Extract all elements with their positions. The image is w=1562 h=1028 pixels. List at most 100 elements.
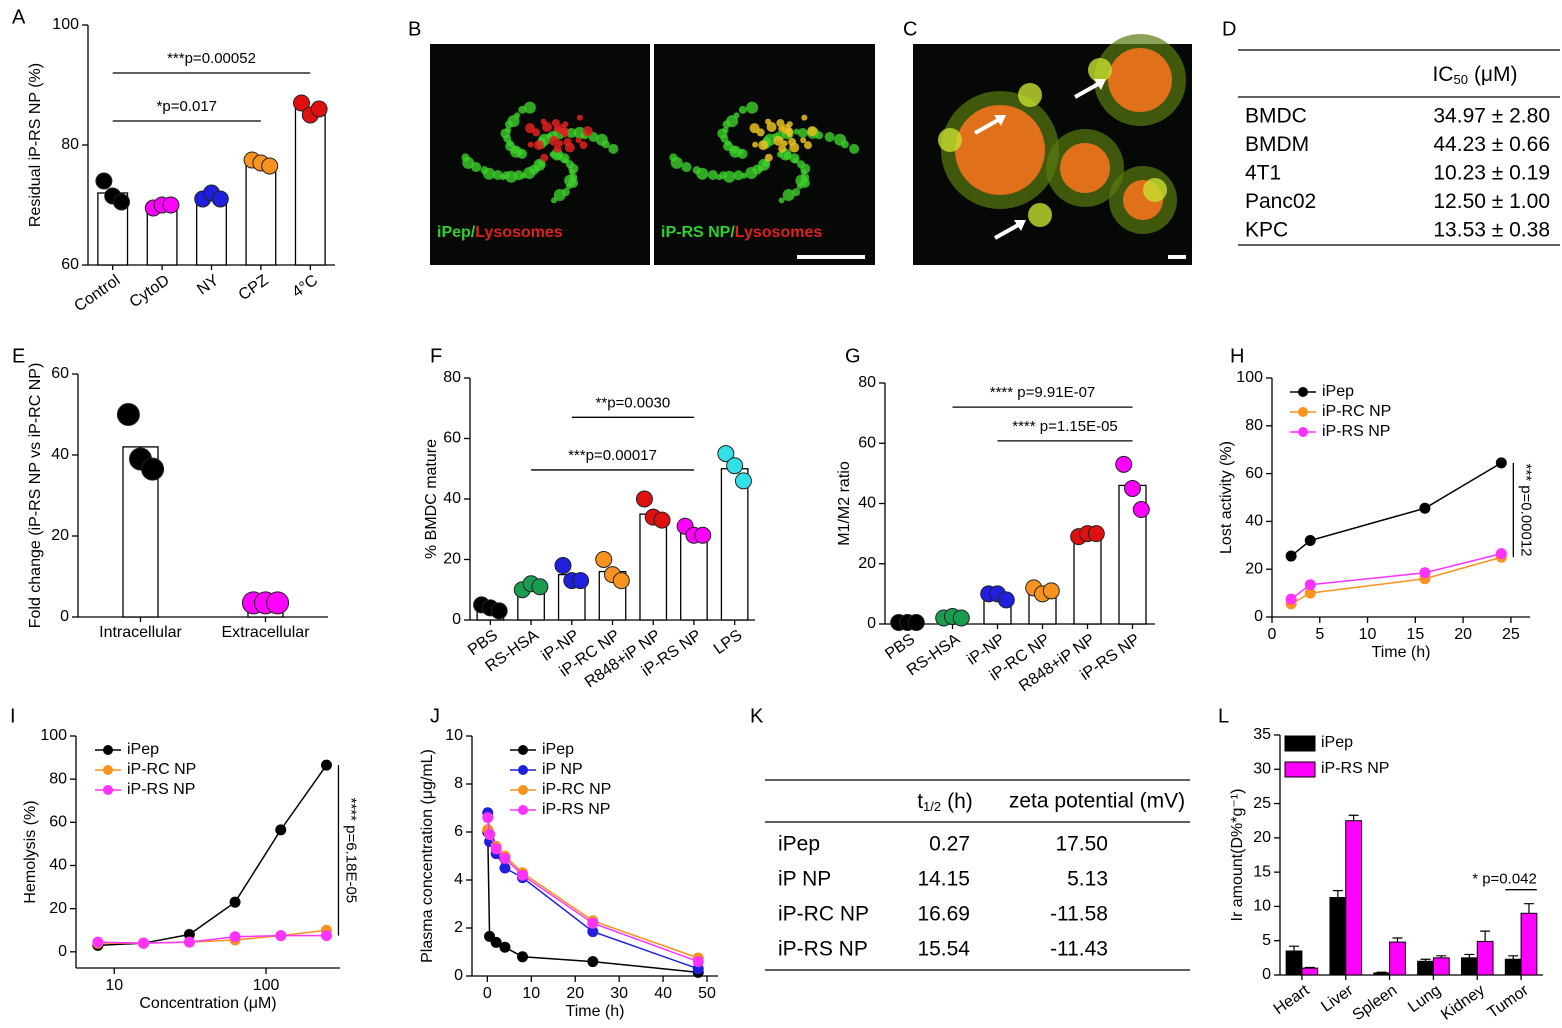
green-spot: [462, 156, 475, 169]
legend-label: iPep: [1322, 383, 1354, 400]
data-point: [997, 591, 1015, 609]
red-spot: [778, 125, 785, 132]
legend-swatch: [1284, 761, 1316, 778]
x-tick-label: 20: [566, 985, 584, 1002]
y-axis-label: Ir amount(D%*g⁻¹): [1229, 789, 1246, 922]
panel-letter: E: [12, 345, 25, 367]
x-tick-label: 10: [105, 977, 123, 994]
green-spot: [523, 101, 536, 114]
legend-label: iPep: [127, 741, 159, 758]
cell-texture: [669, 101, 860, 204]
data-point: [1419, 567, 1431, 579]
red-spot: [766, 122, 777, 133]
y-tick-label: 60: [61, 256, 79, 273]
row-label: iPep: [778, 833, 820, 856]
x-tick-label: 30: [610, 985, 628, 1002]
data-point: [183, 936, 195, 948]
data-point: [275, 824, 287, 836]
series-line: [97, 929, 327, 944]
green-spot: [733, 170, 744, 181]
data-point: [734, 472, 752, 490]
bar: [680, 531, 708, 621]
data-point: [587, 926, 599, 938]
label-green: iP-RS NP/: [661, 224, 735, 241]
x-tick-label: Control: [71, 272, 123, 316]
cell: 16.69: [917, 903, 970, 926]
cell: 10.23 ± 0.19: [1433, 162, 1550, 185]
x-tick-label: Kidney: [1438, 982, 1488, 1024]
data-point: [320, 930, 332, 942]
y-tick-label: 10: [1253, 898, 1271, 915]
y-tick-label: 20: [1245, 560, 1263, 577]
y-tick-label: 8: [454, 775, 463, 792]
legend-label: iP-RS NP: [1322, 423, 1390, 440]
aggregate: [1018, 83, 1042, 107]
header-sub: 50: [1453, 72, 1467, 87]
data-point: [1304, 535, 1316, 547]
red-spot: [749, 123, 760, 134]
cell: 13.53 ± 0.38: [1433, 219, 1550, 242]
panel-letter: K: [750, 705, 764, 727]
x-axis-label: Time (h): [1372, 644, 1431, 661]
series-line: [486, 817, 699, 963]
legend-label: iP-RS NP: [1321, 760, 1389, 777]
red-spot: [801, 114, 808, 121]
x-tick-label: 100: [253, 977, 280, 994]
y-tick-label: 40: [443, 490, 461, 507]
data-point: [1495, 457, 1507, 469]
data-point: [554, 557, 572, 575]
green-spot: [523, 166, 536, 179]
header-rest: (μM): [1474, 63, 1518, 86]
label-red: Lysosomes: [735, 224, 823, 241]
significance-label: ***p=0.00052: [167, 50, 256, 67]
legend-marker: [103, 765, 113, 775]
green-spot: [778, 197, 785, 204]
red-spot: [800, 137, 807, 144]
data-point: [1115, 455, 1133, 473]
error-bar: [1304, 966, 1315, 969]
y-tick-label: 15: [1253, 863, 1271, 880]
header-sub: 1/2: [923, 799, 941, 814]
bar: [1417, 960, 1434, 976]
x-tick-label: 10: [1359, 626, 1377, 643]
green-spot: [500, 128, 511, 139]
series-line: [1290, 462, 1502, 557]
cell: -11.43: [1050, 938, 1108, 961]
x-tick-label: 10: [522, 985, 540, 1002]
y-tick-label: 40: [51, 446, 69, 463]
bar: [639, 513, 668, 621]
red-spot: [773, 135, 784, 146]
data-point: [266, 591, 290, 615]
data-point: [490, 843, 502, 855]
red-spot: [548, 135, 559, 146]
x-tick-label: 0: [1268, 626, 1277, 643]
bar: [1389, 941, 1406, 976]
nucleus: [1108, 48, 1172, 112]
error-bar: [1420, 958, 1431, 962]
data-point: [293, 94, 310, 112]
cell: 14.15: [917, 868, 970, 891]
green-spot: [738, 105, 747, 114]
bar: [1073, 535, 1102, 625]
significance-label: **** p=9.91E-07: [990, 384, 1096, 401]
row-label: KPC: [1245, 219, 1288, 242]
red-spot: [532, 128, 541, 137]
row-label: BMDM: [1245, 133, 1309, 156]
panel-letter: H: [1230, 345, 1244, 367]
data-point: [1124, 479, 1141, 497]
data-point: [612, 572, 630, 590]
bar: [1329, 897, 1347, 976]
panel-letter: L: [1218, 705, 1229, 727]
panel-letter: B: [408, 18, 421, 40]
green-spot: [505, 170, 518, 183]
label-green: iPep/: [437, 224, 476, 241]
y-tick-label: 6: [454, 823, 463, 840]
green-spot: [793, 128, 800, 135]
y-tick-label: 35: [1253, 726, 1271, 743]
green-spot: [681, 162, 692, 173]
bar: [294, 108, 326, 266]
y-tick-label: 80: [49, 770, 67, 787]
cell: 0.27: [929, 833, 970, 856]
data-point: [1132, 501, 1150, 519]
data-point: [1042, 582, 1060, 600]
